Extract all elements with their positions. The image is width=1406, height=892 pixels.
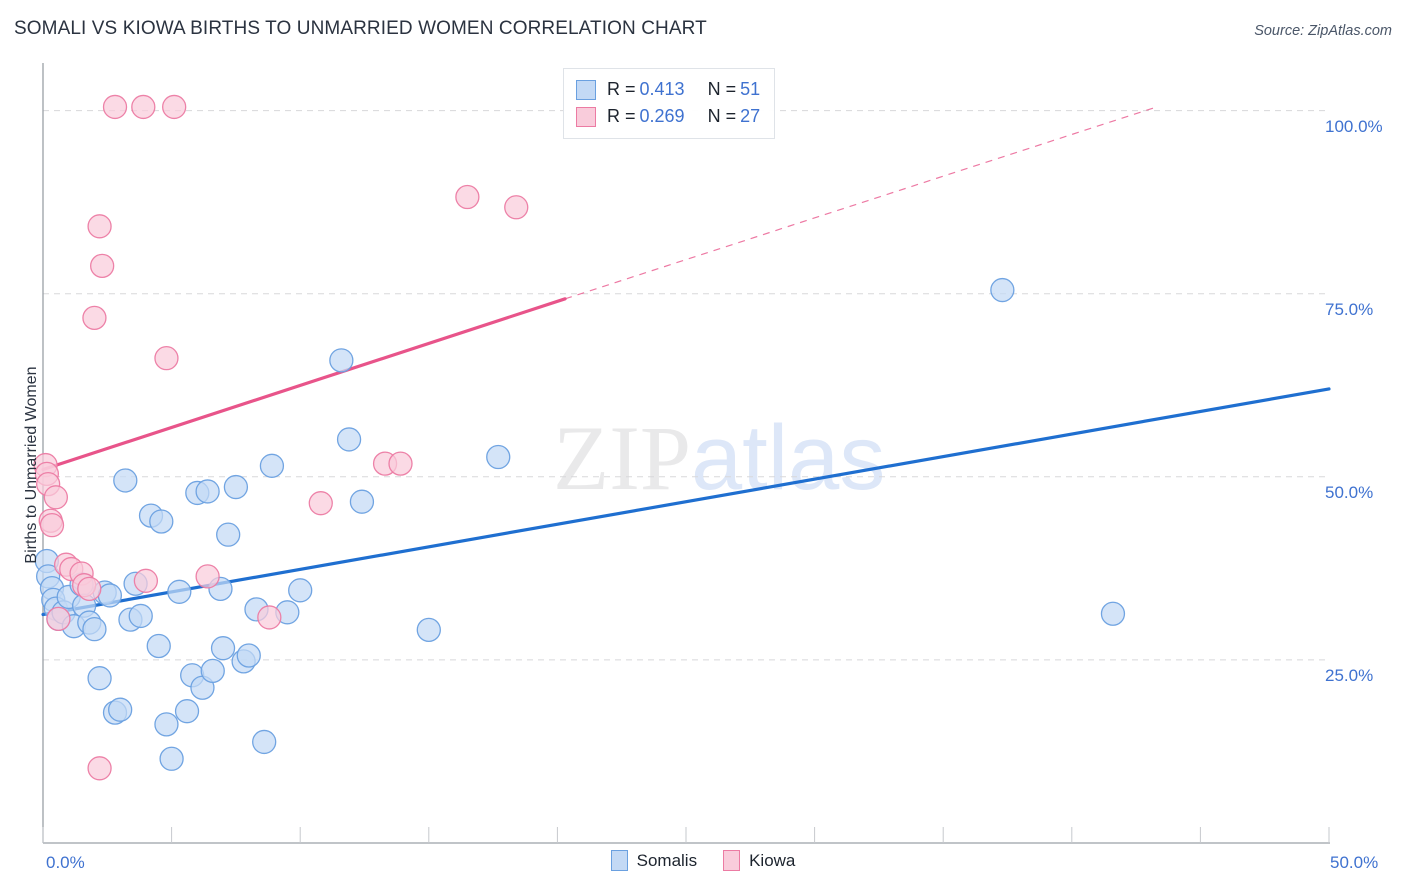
data-point[interactable] [82, 305, 107, 331]
legend-label: Kiowa [749, 850, 796, 870]
stats-n-label-kiowa: N = [707, 106, 737, 126]
data-point[interactable] [195, 564, 220, 589]
series-legend: Somalis Kiowa [0, 850, 1406, 871]
stats-n-label-somalis: N = [707, 79, 737, 99]
data-point[interactable] [128, 603, 153, 629]
data-point[interactable] [223, 474, 249, 500]
data-point[interactable] [308, 491, 333, 516]
data-point[interactable] [167, 579, 192, 604]
watermark-atlas: atlas [691, 407, 886, 509]
stats-swatch-somalis [576, 79, 596, 100]
trendline-somalis [41, 387, 1331, 617]
x-axis-min-label: 0.0% [46, 853, 85, 872]
stats-row-kiowa: R = 0.269 N = 27 [576, 103, 760, 130]
y-axis-label: 100.0% [1325, 116, 1383, 136]
y-axis-label: 50.0% [1325, 482, 1374, 502]
stats-row-somalis: R = 0.413 N = 51 [576, 76, 760, 103]
data-point[interactable] [87, 214, 112, 239]
stats-r-value-kiowa: 0.269 [639, 106, 685, 126]
page-title: SOMALI VS KIOWA BIRTHS TO UNMARRIED WOME… [14, 18, 707, 39]
data-point[interactable] [1100, 601, 1126, 626]
data-point[interactable] [257, 605, 282, 630]
data-point[interactable] [195, 479, 220, 504]
data-point[interactable] [252, 729, 277, 755]
data-point[interactable] [159, 746, 184, 771]
y-axis-label: 25.0% [1325, 665, 1374, 685]
stats-r-label-kiowa: R = [607, 106, 636, 126]
stats-r-label-somalis: R = [607, 79, 636, 99]
data-point[interactable] [82, 616, 107, 642]
data-point[interactable] [39, 512, 65, 538]
data-point[interactable] [46, 606, 71, 632]
y-axis-label: 75.0% [1325, 299, 1374, 319]
data-point[interactable] [102, 94, 128, 120]
data-point[interactable] [43, 485, 69, 510]
legend-item-somalis[interactable]: Somalis [610, 850, 698, 871]
data-point[interactable] [349, 489, 375, 514]
data-point[interactable] [259, 453, 285, 478]
data-point[interactable] [174, 699, 200, 724]
data-point[interactable] [388, 451, 413, 476]
data-point[interactable] [288, 578, 313, 603]
legend-swatch-somalis [610, 850, 628, 871]
source-attribution: Source: ZipAtlas.com [1254, 23, 1392, 39]
data-point[interactable] [146, 633, 171, 659]
data-point[interactable] [486, 444, 511, 470]
data-point[interactable] [97, 583, 123, 608]
watermark-zip: ZIP [553, 407, 691, 509]
data-point[interactable] [416, 617, 441, 643]
stats-n-value-somalis: 51 [740, 79, 761, 99]
stats-swatch-kiowa [576, 106, 596, 127]
data-point[interactable] [329, 348, 354, 373]
data-point[interactable] [200, 658, 225, 684]
data-point[interactable] [90, 253, 115, 279]
correlation-stats-legend: R = 0.413 N = 51 R = 0.269 N = 27 [563, 68, 776, 139]
data-point[interactable] [162, 94, 187, 120]
data-point[interactable] [131, 94, 156, 120]
data-point[interactable] [77, 576, 102, 602]
data-point[interactable] [154, 712, 179, 737]
x-axis-max-label: 50.0% [1330, 853, 1379, 872]
data-point[interactable] [990, 277, 1015, 303]
data-point[interactable] [113, 468, 138, 493]
data-point[interactable] [336, 427, 362, 452]
series-points-kiowa [33, 94, 529, 781]
data-point[interactable] [87, 666, 112, 691]
data-point[interactable] [455, 184, 480, 210]
data-point[interactable] [133, 568, 159, 593]
data-point[interactable] [504, 195, 529, 220]
legend-label: Somalis [636, 850, 698, 870]
legend-swatch-kiowa [723, 850, 741, 871]
data-point[interactable] [216, 522, 241, 547]
zipatlas-watermark: ZIPatlas [553, 412, 885, 504]
stats-n-value-kiowa: 27 [740, 106, 761, 126]
data-point[interactable] [236, 643, 261, 668]
data-point[interactable] [154, 346, 179, 371]
series-points-somalis [34, 277, 1126, 771]
data-point[interactable] [87, 756, 112, 781]
stats-r-value-somalis: 0.413 [639, 79, 685, 99]
data-point[interactable] [149, 509, 174, 534]
trendline-kiowa [41, 297, 567, 472]
legend-item-kiowa[interactable]: Kiowa [723, 850, 795, 871]
data-point[interactable] [210, 636, 236, 661]
y-axis-title: Births to Unmarried Women [23, 366, 40, 564]
data-point[interactable] [108, 697, 133, 722]
